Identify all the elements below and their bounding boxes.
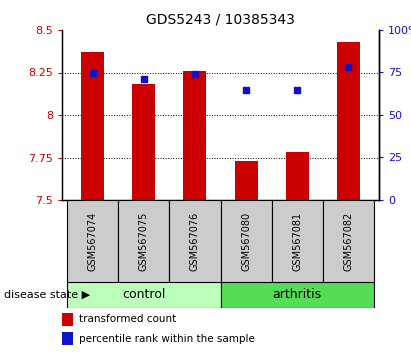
Bar bbox=[337, 42, 360, 200]
Bar bbox=[220, 200, 272, 282]
Text: GSM567076: GSM567076 bbox=[190, 211, 200, 270]
Text: GSM567082: GSM567082 bbox=[343, 211, 353, 270]
Point bbox=[294, 87, 300, 92]
Bar bbox=[67, 282, 220, 308]
Bar bbox=[169, 200, 220, 282]
Text: GSM567081: GSM567081 bbox=[292, 211, 302, 270]
Bar bbox=[62, 313, 73, 326]
Bar bbox=[235, 161, 258, 200]
Title: GDS5243 / 10385343: GDS5243 / 10385343 bbox=[146, 12, 295, 26]
Text: arthritis: arthritis bbox=[272, 289, 322, 302]
Bar bbox=[183, 71, 206, 200]
Text: GSM567075: GSM567075 bbox=[139, 211, 149, 271]
Text: control: control bbox=[122, 289, 166, 302]
Point bbox=[89, 70, 96, 75]
Point bbox=[192, 72, 198, 77]
Bar bbox=[220, 282, 374, 308]
Bar bbox=[118, 200, 169, 282]
Point bbox=[243, 87, 249, 92]
Text: percentile rank within the sample: percentile rank within the sample bbox=[79, 334, 255, 344]
Bar bbox=[286, 153, 309, 200]
Point bbox=[141, 76, 147, 82]
Text: GSM567074: GSM567074 bbox=[88, 211, 98, 270]
Text: GSM567080: GSM567080 bbox=[241, 211, 251, 270]
Text: transformed count: transformed count bbox=[79, 314, 177, 324]
Bar bbox=[272, 200, 323, 282]
Bar bbox=[323, 200, 374, 282]
Bar bbox=[62, 332, 73, 345]
Point bbox=[345, 64, 352, 70]
Bar bbox=[81, 52, 104, 200]
Text: disease state ▶: disease state ▶ bbox=[4, 290, 90, 300]
Bar bbox=[132, 84, 155, 200]
Bar bbox=[67, 200, 118, 282]
